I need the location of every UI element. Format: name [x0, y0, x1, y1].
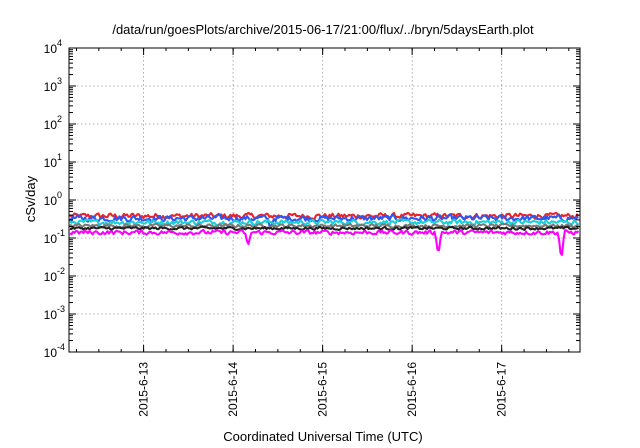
y-tick-exponent: 4	[57, 38, 62, 48]
y-tick-label: 10 4	[44, 38, 62, 56]
x-tick-label: 2015-6-16	[405, 362, 419, 417]
series-line	[69, 222, 579, 229]
y-tick-base: 10	[44, 232, 58, 246]
y-tick-exponent: 1	[57, 152, 62, 162]
x-tick-label: 2015-6-15	[316, 362, 330, 417]
y-axis-label: cSv/day	[23, 175, 38, 222]
y-tick-exponent: -3	[57, 304, 65, 314]
y-tick-exponent: -2	[57, 266, 65, 276]
series-line	[69, 225, 579, 231]
chart-title: /data/run/goesPlots/archive/2015-06-17/2…	[112, 22, 534, 37]
x-axis-label: Coordinated Universal Time (UTC)	[223, 429, 422, 444]
x-tick-label: 2015-6-13	[137, 362, 151, 417]
y-tick-base: 10	[44, 346, 58, 360]
x-axis-ticks: 2015-6-13 2015-6-14 2015-6-15 2015-6-16 2015…	[75, 48, 570, 417]
y-tick-base: 10	[44, 118, 58, 132]
x-tick-label: 2015-6-17	[495, 362, 509, 417]
y-tick-base: 10	[44, 156, 58, 170]
y-tick-base: 10	[44, 194, 58, 208]
grid-lines	[69, 48, 580, 352]
y-tick-exponent: 0	[57, 190, 62, 200]
y-tick-base: 10	[44, 270, 58, 284]
series-line	[69, 218, 580, 227]
y-tick-label: 10 -3	[44, 304, 65, 322]
y-tick-label: 10 -4	[44, 342, 65, 360]
plot-area	[69, 211, 580, 256]
y-tick-base: 10	[44, 308, 58, 322]
y-tick-exponent: 3	[57, 76, 62, 86]
y-tick-label: 10 1	[44, 152, 62, 170]
y-tick-exponent: -4	[57, 342, 65, 352]
y-tick-label: 10 -2	[44, 266, 65, 284]
y-tick-label: 10 2	[44, 114, 62, 132]
y-tick-base: 10	[44, 80, 58, 94]
series-line	[69, 213, 579, 228]
y-tick-label: 10 0	[44, 190, 62, 208]
x-tick-label: 2015-6-14	[226, 362, 240, 417]
y-tick-exponent: 2	[57, 114, 62, 124]
y-tick-exponent: -1	[57, 228, 65, 238]
y-tick-label: 10 -1	[44, 228, 65, 246]
series-line	[69, 228, 580, 256]
y-tick-base: 10	[44, 42, 58, 56]
y-tick-label: 10 3	[44, 76, 62, 94]
